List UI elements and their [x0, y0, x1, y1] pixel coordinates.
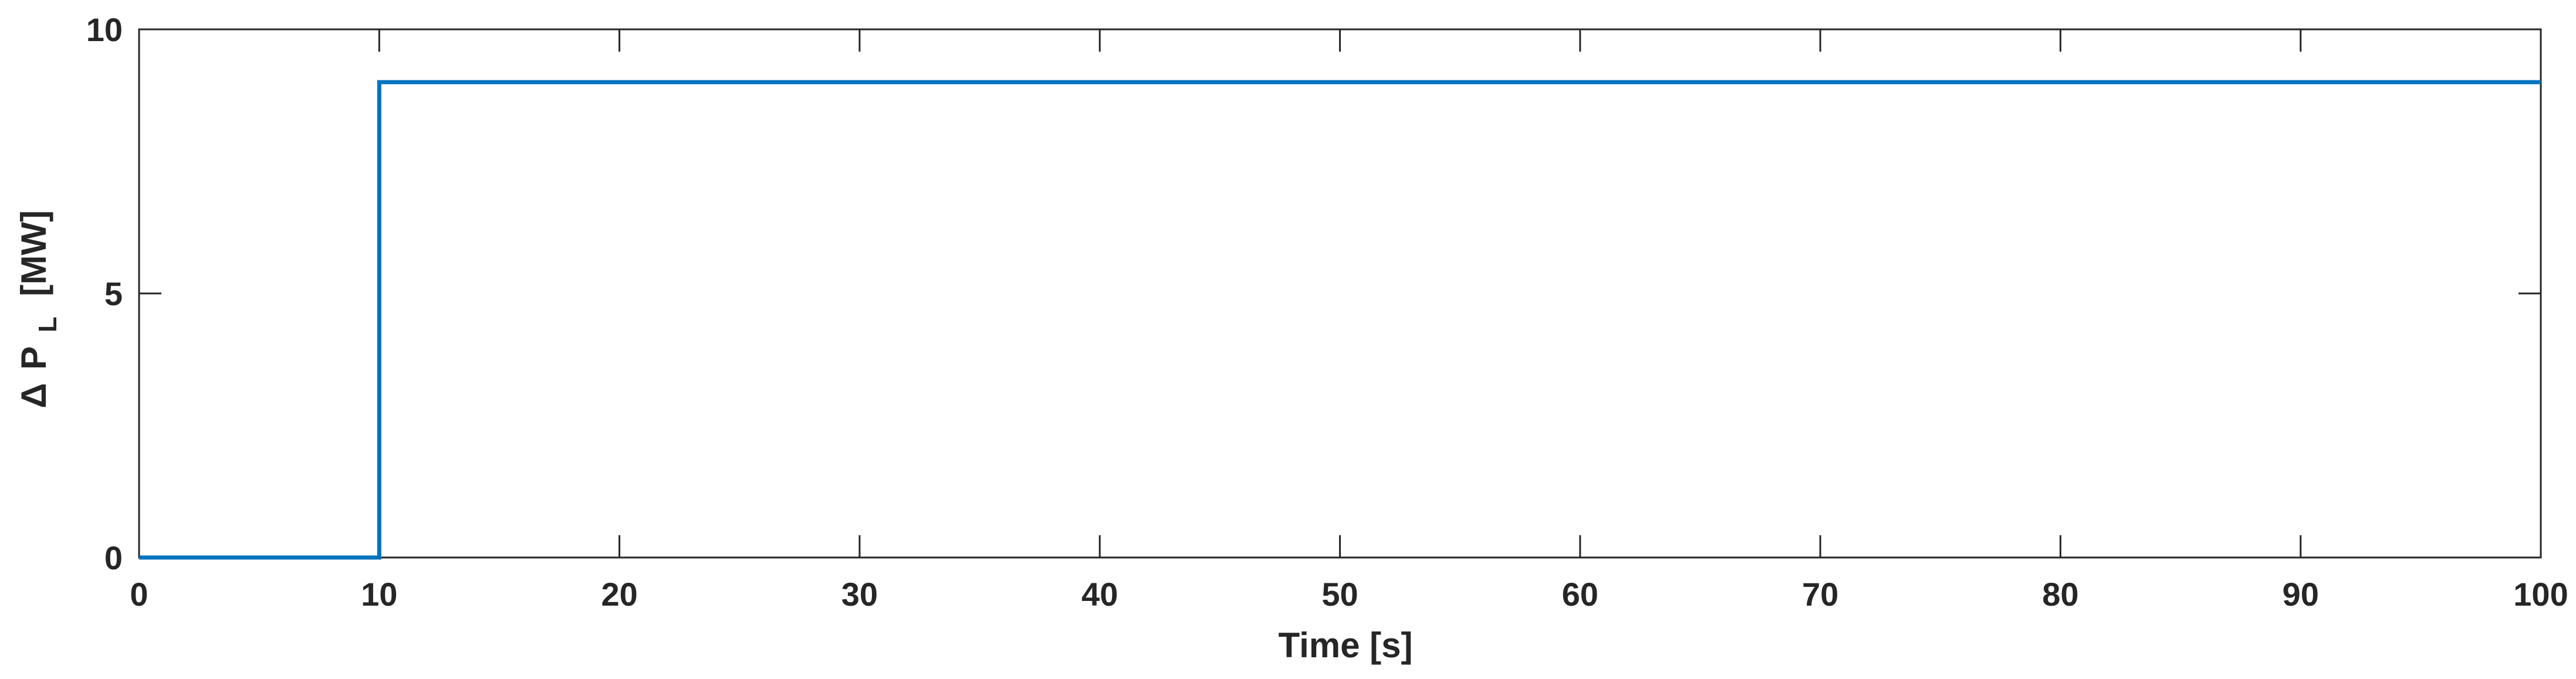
- x-tick-label: 80: [2042, 576, 2078, 613]
- y-tick-label: 10: [86, 11, 123, 48]
- x-tick-label: 100: [2513, 576, 2568, 613]
- x-tick-label: 50: [1321, 576, 1358, 613]
- x-tick-label: 0: [130, 576, 148, 613]
- y-tick-label: 5: [104, 275, 123, 312]
- x-tick-label: 90: [2283, 576, 2319, 613]
- x-tick-label: 30: [841, 576, 878, 613]
- x-tick-label: 70: [1802, 576, 1838, 613]
- y-axis-label-symbol: P: [14, 347, 53, 370]
- series-line: [139, 80, 2541, 560]
- y-axis-label: Δ P L [MW]: [14, 210, 64, 408]
- x-tick-label: 60: [1562, 576, 1598, 613]
- axis-ticks: [138, 28, 2542, 559]
- series-layer: [139, 80, 2541, 560]
- x-axis-label: Time [s]: [1279, 626, 1413, 665]
- tick-labels: 0 10 20 30 40 50 60 70 80 90 100 0 5 10: [86, 11, 2568, 613]
- x-tick-label: 40: [1081, 576, 1118, 613]
- y-axis-label-unit: [MW]: [14, 210, 53, 296]
- y-axis-label-subscript: L: [33, 316, 62, 332]
- y-tick-label: 0: [104, 539, 123, 576]
- x-tick-label: 10: [361, 576, 397, 613]
- y-axis-label-delta: Δ: [14, 383, 53, 408]
- x-tick-label: 20: [601, 576, 637, 613]
